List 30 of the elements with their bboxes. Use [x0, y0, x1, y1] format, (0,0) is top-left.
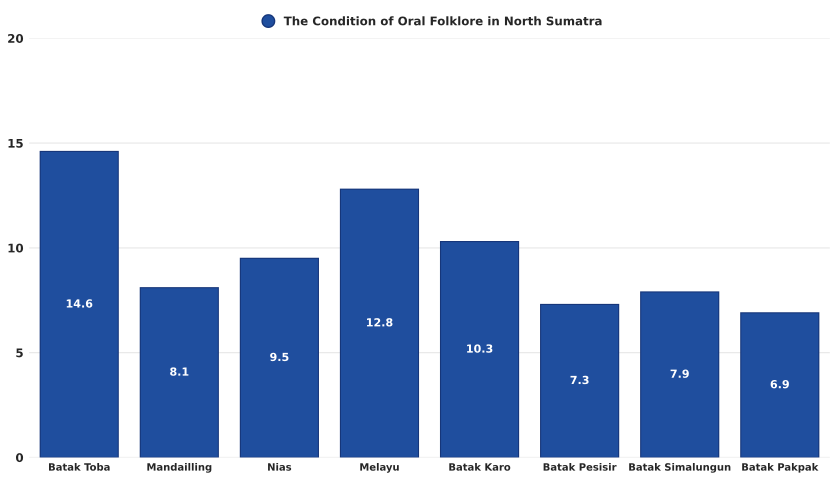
y-tick-label: 15 — [8, 138, 23, 148]
x-tick-label: Batak Toba — [48, 463, 110, 471]
x-tick-label: Melayu — [360, 463, 399, 473]
x-tick-label: Batak Pesisir — [544, 463, 617, 471]
data-label: 12.8 — [367, 318, 392, 327]
bar — [440, 241, 520, 458]
data-label: 14.6 — [66, 299, 92, 308]
bar — [740, 312, 820, 458]
bar — [140, 287, 219, 458]
x-tick-label: Nias — [268, 463, 292, 471]
data-label: 9.5 — [270, 352, 288, 362]
data-label: 8.1 — [170, 367, 188, 376]
y-tick-label: 5 — [16, 348, 23, 358]
data-label: 7.9 — [670, 370, 689, 378]
data-label: 10.3 — [467, 344, 492, 353]
x-tick-label: Mandailling — [147, 463, 212, 473]
x-tick-label: Batak Karo — [449, 463, 510, 471]
data-label: 6.9 — [770, 380, 789, 388]
bar — [40, 150, 119, 458]
bar — [640, 291, 720, 458]
y-tick-label: 0 — [16, 453, 24, 462]
legend-label: The Condition of Oral Folklore in North Sumatra — [284, 16, 602, 26]
bar — [240, 258, 319, 458]
bar — [340, 188, 420, 458]
bar — [540, 304, 620, 458]
x-tick-label: Batak Pakpak — [742, 463, 819, 473]
y-tick-label: 10 — [8, 244, 24, 253]
data-label: 7.3 — [570, 376, 589, 384]
y-tick-label: 20 — [8, 34, 24, 43]
x-tick-label: Batak Simalungun — [629, 463, 730, 473]
